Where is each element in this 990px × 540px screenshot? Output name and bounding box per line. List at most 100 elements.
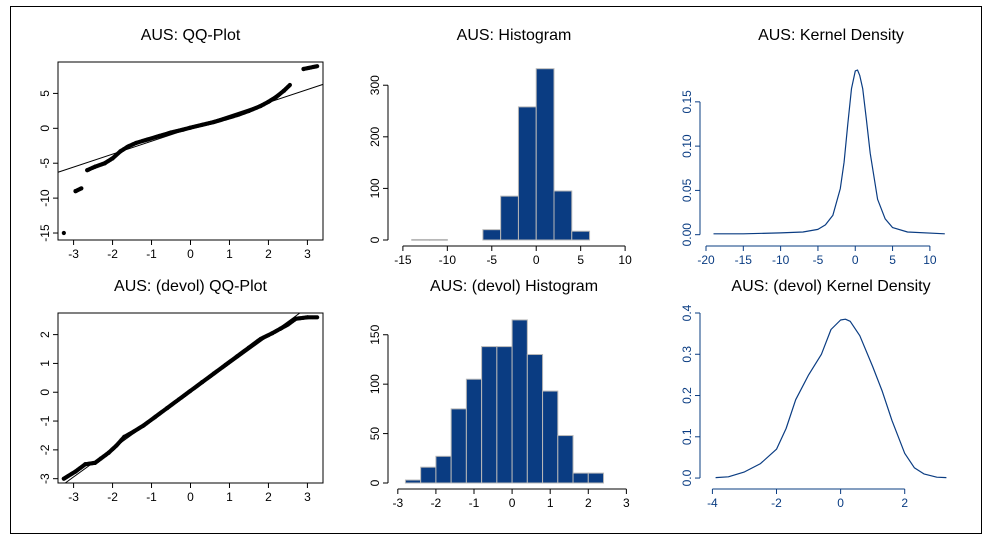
chart-title: AUS: (devol) QQ-Plot bbox=[114, 278, 267, 295]
y-tick-label: 0.05 bbox=[680, 178, 694, 202]
qq-point bbox=[92, 164, 98, 169]
y-tick-label: 300 bbox=[368, 75, 382, 95]
x-tick-label: -5 bbox=[813, 253, 824, 267]
x-tick-label: -10 bbox=[772, 253, 790, 267]
chart-title: AUS: (devol) Histogram bbox=[430, 278, 598, 295]
histogram-bar bbox=[435, 455, 452, 484]
y-tick-label: -15 bbox=[38, 224, 52, 242]
x-tick-label: -10 bbox=[439, 253, 457, 267]
histogram-bar bbox=[450, 408, 467, 484]
x-tick-label: 2 bbox=[265, 247, 272, 261]
qq-point bbox=[98, 456, 103, 461]
qq-point bbox=[79, 186, 84, 191]
x-tick-label: 3 bbox=[304, 247, 311, 261]
chart-panel-3: AUS: Kernel Density -20 -15 -10 -5 0 5 10 0.00 0.… bbox=[680, 27, 945, 267]
qq-point bbox=[301, 66, 306, 72]
y-tick-label: 200 bbox=[368, 126, 382, 146]
x-tick-label: 10 bbox=[618, 253, 632, 267]
qq-point bbox=[165, 405, 170, 411]
histogram-bar bbox=[571, 230, 591, 241]
histogram-bar bbox=[500, 195, 519, 241]
density-line bbox=[715, 318, 947, 479]
histogram-bar bbox=[420, 466, 437, 484]
qq-point bbox=[258, 103, 263, 109]
y-tick-label: -1 bbox=[38, 415, 52, 426]
qq-point bbox=[188, 125, 193, 130]
qq-point bbox=[73, 469, 78, 474]
qq-point bbox=[188, 388, 193, 393]
chart-panel-5: AUS: (devol) Histogram -3 -2 -1 0 1 2 3 0 50 100 15… bbox=[368, 278, 630, 510]
x-tick-label: -1 bbox=[146, 490, 157, 504]
histogram-bar bbox=[411, 238, 431, 241]
x-tick-label: -3 bbox=[68, 490, 79, 504]
x-tick-label: 0 bbox=[533, 253, 540, 267]
histogram-bar bbox=[526, 354, 544, 484]
x-tick-label: 0 bbox=[837, 496, 844, 510]
qq-point bbox=[133, 140, 139, 146]
x-tick-label: 2 bbox=[901, 496, 908, 510]
y-tick-label: -3 bbox=[38, 473, 52, 484]
qq-point bbox=[61, 476, 66, 481]
histogram-bar bbox=[587, 472, 605, 484]
y-tick-label: 0.0 bbox=[680, 469, 694, 486]
qq-point bbox=[73, 189, 78, 194]
qq-point bbox=[83, 462, 88, 467]
x-tick-label: -15 bbox=[735, 253, 753, 267]
qq-point bbox=[246, 108, 252, 113]
qq-point bbox=[106, 450, 111, 455]
qq-point bbox=[285, 322, 291, 327]
histogram-bar bbox=[535, 68, 555, 241]
chart-title: AUS: Histogram bbox=[457, 27, 572, 44]
x-tick-label: -3 bbox=[392, 496, 403, 510]
histogram-bar bbox=[482, 229, 502, 241]
chart-panel-4: AUS: (devol) QQ-Plot -3 -2 -1 0 1 2 3 -3 -2 -1 0 1 2 bbox=[38, 278, 324, 504]
y-tick-label: 150 bbox=[368, 324, 382, 344]
histogram-bar bbox=[465, 378, 483, 484]
x-tick-label: 2 bbox=[265, 490, 272, 504]
qq-point bbox=[223, 362, 228, 367]
qq-point bbox=[235, 354, 240, 359]
qq-point bbox=[270, 331, 275, 336]
qq-point bbox=[235, 112, 240, 118]
qq-point bbox=[211, 371, 216, 376]
x-tick-label: 1 bbox=[226, 247, 233, 261]
x-tick-label: 1 bbox=[547, 496, 554, 510]
x-tick-label: -2 bbox=[431, 496, 442, 510]
y-tick-label: 0.4 bbox=[680, 304, 694, 321]
qq-point bbox=[315, 64, 320, 69]
histogram-bar bbox=[404, 479, 422, 484]
x-tick-label: -5 bbox=[486, 253, 497, 267]
qq-point bbox=[200, 122, 205, 127]
histogram-bar bbox=[511, 319, 528, 484]
histogram-bar bbox=[553, 190, 573, 241]
histogram-bar bbox=[496, 346, 513, 484]
x-tick-label: -2 bbox=[107, 490, 118, 504]
y-tick-label: -2 bbox=[38, 444, 52, 455]
x-tick-label: 5 bbox=[577, 253, 584, 267]
qq-point bbox=[278, 326, 283, 331]
qq-point bbox=[118, 149, 123, 154]
qq-point bbox=[281, 88, 287, 93]
x-tick-label: 2 bbox=[585, 496, 592, 510]
y-tick-label: 0.00 bbox=[680, 223, 694, 247]
figure-frame: AUS: QQ-Plot -3 -2 -1 0 1 2 3 -15 -10 -5 0 5 AUS: His… bbox=[10, 6, 982, 534]
plot-frame bbox=[57, 312, 324, 484]
qq-point bbox=[157, 133, 162, 139]
qq-point bbox=[246, 345, 252, 350]
qq-point bbox=[211, 119, 216, 125]
x-tick-label: -4 bbox=[707, 496, 718, 510]
qq-point bbox=[110, 156, 115, 161]
qq-point bbox=[293, 316, 298, 321]
y-tick-label: 100 bbox=[368, 178, 382, 198]
x-tick-label: 0 bbox=[187, 490, 194, 504]
qq-point bbox=[141, 423, 146, 428]
y-tick-label: -5 bbox=[38, 158, 52, 169]
y-tick-label: 50 bbox=[368, 427, 382, 441]
y-tick-label: 0 bbox=[368, 479, 382, 486]
x-tick-label: -3 bbox=[68, 247, 79, 261]
x-tick-label: 0 bbox=[852, 253, 859, 267]
qq-point bbox=[287, 82, 292, 88]
qq-point bbox=[305, 315, 310, 320]
